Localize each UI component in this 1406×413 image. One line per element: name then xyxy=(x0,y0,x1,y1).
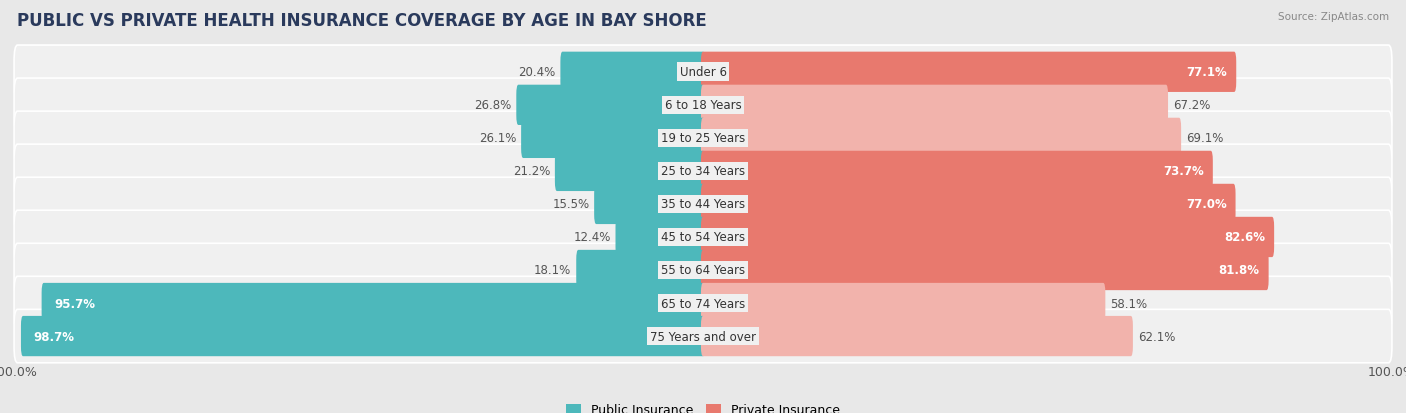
Text: 58.1%: 58.1% xyxy=(1111,297,1147,310)
Text: 21.2%: 21.2% xyxy=(513,165,550,178)
FancyBboxPatch shape xyxy=(14,79,1392,132)
Text: 82.6%: 82.6% xyxy=(1225,231,1265,244)
FancyBboxPatch shape xyxy=(595,184,704,225)
Text: 19 to 25 Years: 19 to 25 Years xyxy=(661,132,745,145)
FancyBboxPatch shape xyxy=(702,85,1168,126)
Text: 77.0%: 77.0% xyxy=(1185,198,1226,211)
FancyBboxPatch shape xyxy=(702,119,1181,159)
FancyBboxPatch shape xyxy=(702,250,1268,290)
Text: Source: ZipAtlas.com: Source: ZipAtlas.com xyxy=(1278,12,1389,22)
FancyBboxPatch shape xyxy=(576,250,704,290)
Text: 45 to 54 Years: 45 to 54 Years xyxy=(661,231,745,244)
FancyBboxPatch shape xyxy=(561,52,704,93)
FancyBboxPatch shape xyxy=(14,310,1392,363)
Text: PUBLIC VS PRIVATE HEALTH INSURANCE COVERAGE BY AGE IN BAY SHORE: PUBLIC VS PRIVATE HEALTH INSURANCE COVER… xyxy=(17,12,707,30)
Text: 25 to 34 Years: 25 to 34 Years xyxy=(661,165,745,178)
FancyBboxPatch shape xyxy=(702,184,1236,225)
Text: 15.5%: 15.5% xyxy=(553,198,589,211)
FancyBboxPatch shape xyxy=(14,211,1392,264)
FancyBboxPatch shape xyxy=(14,244,1392,297)
Text: 65 to 74 Years: 65 to 74 Years xyxy=(661,297,745,310)
Text: 35 to 44 Years: 35 to 44 Years xyxy=(661,198,745,211)
Text: 55 to 64 Years: 55 to 64 Years xyxy=(661,264,745,277)
Text: 20.4%: 20.4% xyxy=(519,66,555,79)
FancyBboxPatch shape xyxy=(21,316,704,356)
Text: 26.8%: 26.8% xyxy=(474,99,512,112)
FancyBboxPatch shape xyxy=(702,283,1105,323)
Text: 6 to 18 Years: 6 to 18 Years xyxy=(665,99,741,112)
FancyBboxPatch shape xyxy=(555,152,704,192)
FancyBboxPatch shape xyxy=(42,283,704,323)
Text: 12.4%: 12.4% xyxy=(574,231,610,244)
Legend: Public Insurance, Private Insurance: Public Insurance, Private Insurance xyxy=(561,398,845,413)
FancyBboxPatch shape xyxy=(14,46,1392,99)
FancyBboxPatch shape xyxy=(14,277,1392,330)
Text: 95.7%: 95.7% xyxy=(53,297,96,310)
FancyBboxPatch shape xyxy=(14,145,1392,198)
Text: 81.8%: 81.8% xyxy=(1219,264,1260,277)
FancyBboxPatch shape xyxy=(516,85,704,126)
Text: 75 Years and over: 75 Years and over xyxy=(650,330,756,343)
FancyBboxPatch shape xyxy=(616,217,704,257)
Text: Under 6: Under 6 xyxy=(679,66,727,79)
Text: 98.7%: 98.7% xyxy=(34,330,75,343)
Text: 26.1%: 26.1% xyxy=(479,132,516,145)
Text: 67.2%: 67.2% xyxy=(1173,99,1211,112)
FancyBboxPatch shape xyxy=(702,152,1213,192)
FancyBboxPatch shape xyxy=(702,52,1236,93)
Text: 73.7%: 73.7% xyxy=(1163,165,1204,178)
FancyBboxPatch shape xyxy=(14,178,1392,231)
FancyBboxPatch shape xyxy=(14,112,1392,165)
Text: 69.1%: 69.1% xyxy=(1185,132,1223,145)
FancyBboxPatch shape xyxy=(702,217,1274,257)
FancyBboxPatch shape xyxy=(702,316,1133,356)
Text: 62.1%: 62.1% xyxy=(1137,330,1175,343)
FancyBboxPatch shape xyxy=(522,119,704,159)
Text: 77.1%: 77.1% xyxy=(1187,66,1227,79)
Text: 18.1%: 18.1% xyxy=(534,264,571,277)
